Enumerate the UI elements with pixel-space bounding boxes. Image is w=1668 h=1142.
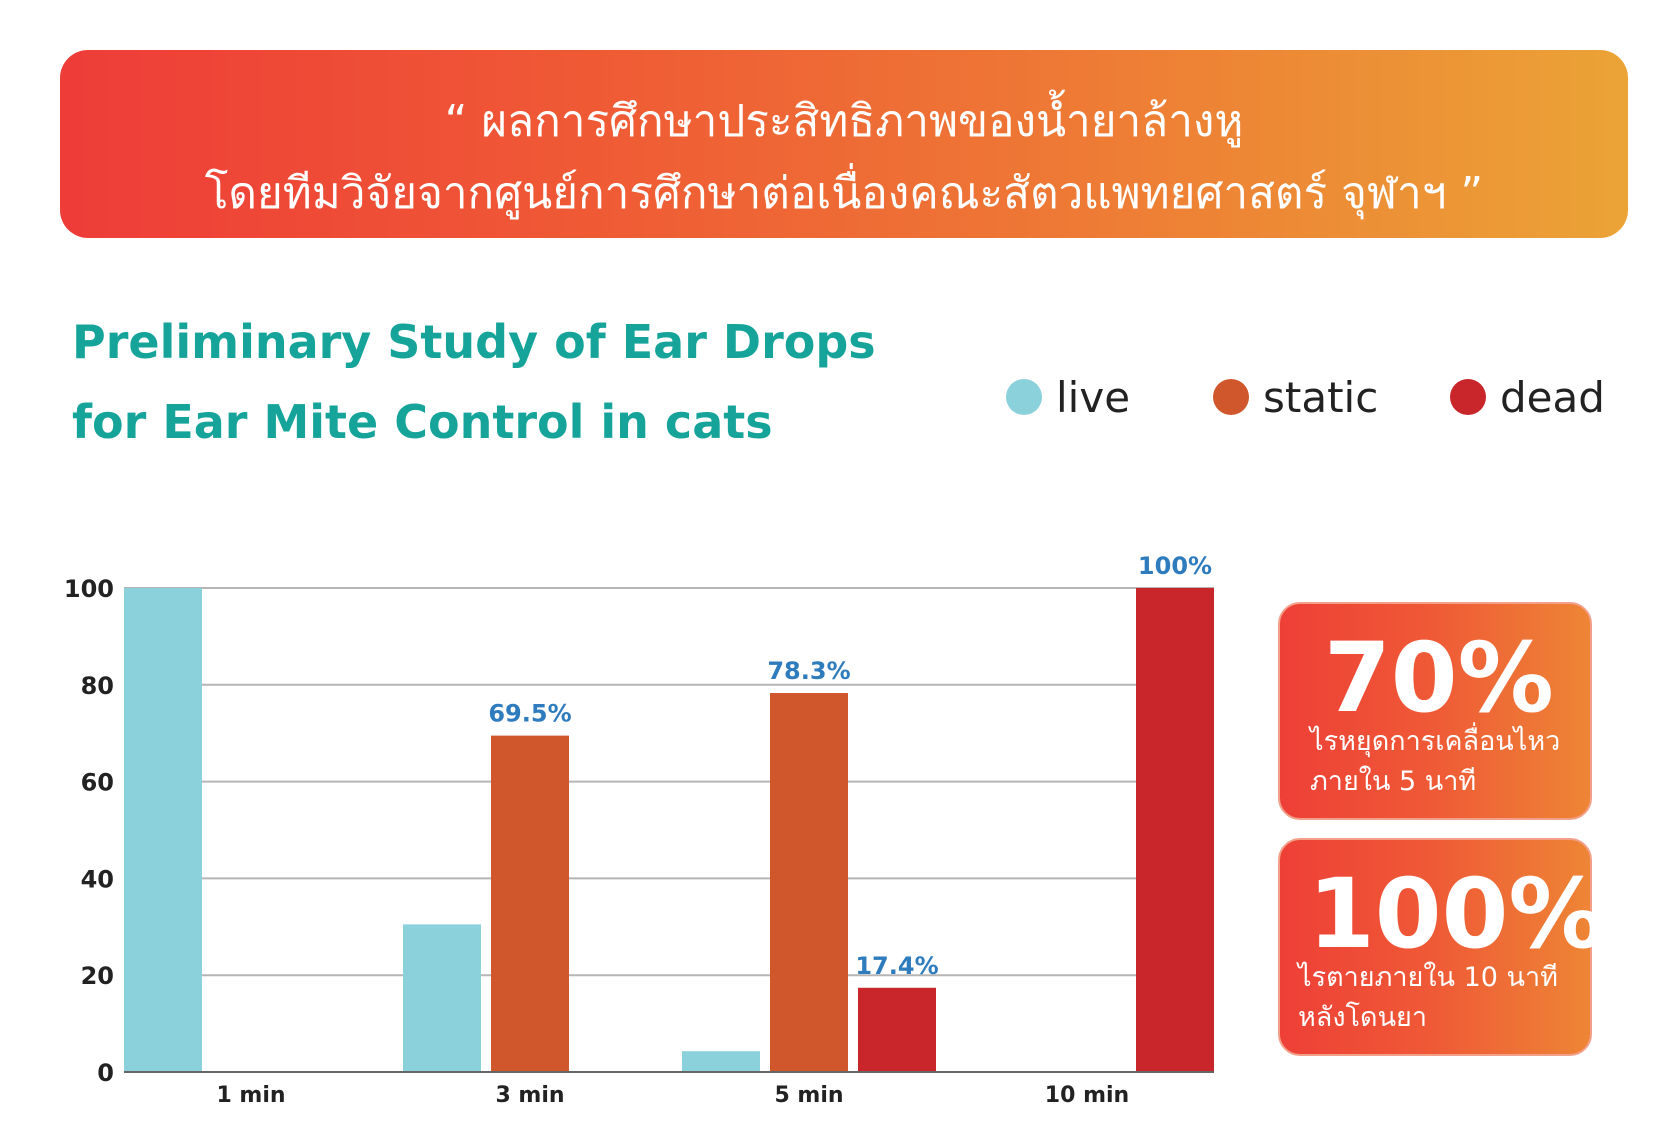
stat-card-70-desc: ไรหยุดการเคลื่อนไหว ภายใน 5 นาที (1310, 722, 1560, 802)
data-label: 100% (1138, 552, 1212, 580)
y-tick-label: 20 (81, 962, 114, 990)
banner-line-1: “ ผลการศึกษาประสิทธิภาพของน้ำยาล้างหู (444, 96, 1244, 147)
stat-card-70: 70% ไรหยุดการเคลื่อนไหว ภายใน 5 นาที (1278, 602, 1592, 820)
y-tick-label: 0 (97, 1059, 114, 1087)
bar-live (403, 924, 481, 1071)
legend-label-dead: dead (1500, 372, 1605, 422)
stat-card-100-value: 100% (1308, 858, 1605, 970)
legend-item-dead: dead (1450, 372, 1605, 422)
y-tick-label: 60 (81, 769, 114, 797)
data-label: 69.5% (488, 700, 571, 728)
bar-live (124, 588, 202, 1071)
stat-card-70-desc-line-2: ภายใน 5 นาที (1310, 766, 1477, 797)
header-banner: “ ผลการศึกษาประสิทธิภาพของน้ำยาล้างหู โด… (60, 50, 1628, 238)
y-tick-label: 100 (64, 575, 114, 603)
legend-swatch-static (1213, 379, 1249, 415)
y-tick-label: 40 (81, 865, 114, 893)
bar-live (682, 1051, 760, 1071)
legend-swatch-live (1006, 379, 1042, 415)
chart-title-line-2: for Ear Mite Control in cats (72, 395, 773, 449)
stat-card-70-desc-line-1: ไรหยุดการเคลื่อนไหว (1310, 726, 1561, 757)
legend-item-static: static (1213, 372, 1378, 422)
data-label: 17.4% (855, 952, 938, 980)
chart-title-line-1: Preliminary Study of Ear Drops (72, 315, 876, 369)
legend-item-live: live (1006, 372, 1130, 422)
chart-title: Preliminary Study of Ear Drops for Ear M… (72, 302, 876, 462)
stat-card-100: 100% ไรตายภายใน 10 นาที หลังโดนยา (1278, 838, 1605, 1056)
legend-swatch-dead (1450, 379, 1486, 415)
banner-line-2: โดยทีมวิจัยจากศูนย์การศึกษาต่อเนื่องคณะส… (204, 168, 1484, 219)
x-tick-label: 3 min (495, 1083, 564, 1108)
bar-dead (1136, 588, 1214, 1071)
bar-static (770, 693, 848, 1071)
stat-card-100-desc-line-2: หลังโดนยา (1298, 1002, 1428, 1033)
stat-card-100-desc: ไรตายภายใน 10 นาที หลังโดนยา (1298, 958, 1558, 1038)
stat-card-100-desc-line-1: ไรตายภายใน 10 นาที (1298, 962, 1558, 993)
x-tick-label: 1 min (216, 1083, 285, 1108)
x-tick-label: 10 min (1045, 1083, 1129, 1108)
stat-card-70-value: 70% (1324, 622, 1554, 734)
data-label: 78.3% (767, 657, 850, 685)
y-tick-label: 80 (81, 672, 114, 700)
legend-label-live: live (1056, 372, 1131, 422)
legend-label-static: static (1263, 372, 1379, 422)
bar-static (491, 735, 569, 1071)
x-tick-label: 5 min (774, 1083, 843, 1108)
bar-dead (858, 987, 936, 1071)
